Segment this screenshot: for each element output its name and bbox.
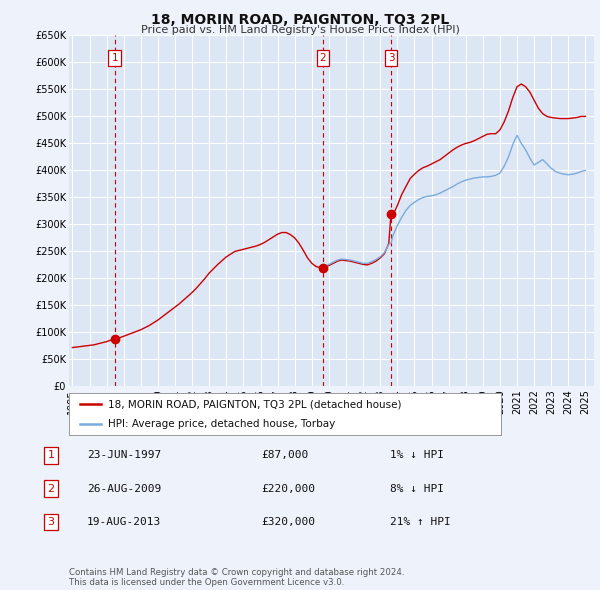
Text: 18, MORIN ROAD, PAIGNTON, TQ3 2PL (detached house): 18, MORIN ROAD, PAIGNTON, TQ3 2PL (detac… [108, 399, 401, 409]
Text: 21% ↑ HPI: 21% ↑ HPI [390, 517, 451, 527]
Text: 18, MORIN ROAD, PAIGNTON, TQ3 2PL: 18, MORIN ROAD, PAIGNTON, TQ3 2PL [151, 13, 449, 27]
Text: 8% ↓ HPI: 8% ↓ HPI [390, 484, 444, 493]
Text: Price paid vs. HM Land Registry's House Price Index (HPI): Price paid vs. HM Land Registry's House … [140, 25, 460, 35]
Text: 1: 1 [47, 451, 55, 460]
Text: £320,000: £320,000 [261, 517, 315, 527]
Text: 19-AUG-2013: 19-AUG-2013 [87, 517, 161, 527]
Text: Contains HM Land Registry data © Crown copyright and database right 2024.
This d: Contains HM Land Registry data © Crown c… [69, 568, 404, 587]
Text: HPI: Average price, detached house, Torbay: HPI: Average price, detached house, Torb… [108, 419, 335, 429]
Text: 1: 1 [112, 53, 118, 63]
Text: £220,000: £220,000 [261, 484, 315, 493]
Text: 1% ↓ HPI: 1% ↓ HPI [390, 451, 444, 460]
Text: 2: 2 [320, 53, 326, 63]
Text: 3: 3 [47, 517, 55, 527]
Text: £87,000: £87,000 [261, 451, 308, 460]
Text: 23-JUN-1997: 23-JUN-1997 [87, 451, 161, 460]
Text: 2: 2 [47, 484, 55, 493]
Text: 3: 3 [388, 53, 394, 63]
Text: 26-AUG-2009: 26-AUG-2009 [87, 484, 161, 493]
